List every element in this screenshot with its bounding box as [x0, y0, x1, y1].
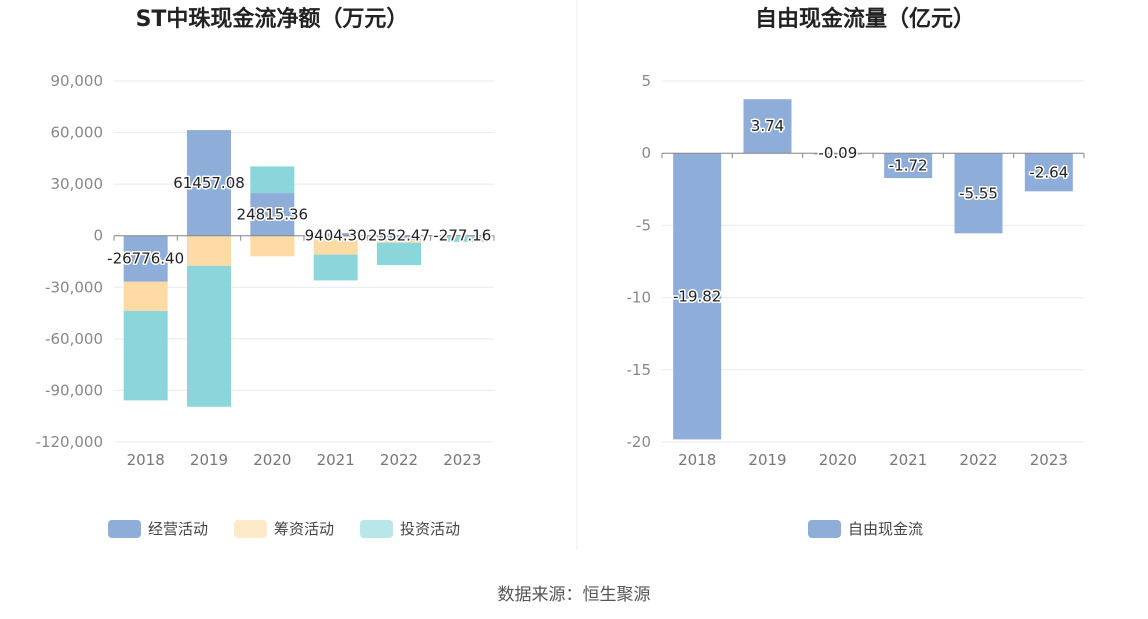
- data-source: 数据来源：恒生聚源: [497, 585, 651, 605]
- chart1-legend-swatch-3: [360, 520, 393, 538]
- chart2-x-tick-label: 2022: [959, 451, 997, 469]
- chart2-y-tick-label: 0: [641, 144, 651, 162]
- chart1-bar-1-2020: [250, 193, 295, 236]
- chart1-y-tick-label: -30,000: [45, 278, 103, 296]
- chart1-data-label: 9404.30: [305, 227, 367, 245]
- chart2-y-tick-label: -5: [636, 216, 651, 234]
- chart2-bar-2018: [673, 153, 722, 440]
- chart2-x-tick-label: 2023: [1030, 451, 1068, 469]
- chart1-bar-3-2018: [123, 310, 168, 401]
- chart2-data-label: 3.74: [751, 117, 784, 135]
- chart1-bar-2-2018: [123, 281, 168, 311]
- chart2-x-tick-label: 2021: [889, 451, 927, 469]
- chart1-data-label: -26776.40: [107, 250, 184, 268]
- chart2-bar-2021: [884, 153, 933, 179]
- chart1-bar-3-2019: [187, 265, 231, 407]
- chart1-y-tick-label: 90,000: [51, 72, 104, 90]
- chart1-bar-2-2023: [440, 236, 485, 237]
- chart2-bar-2022: [954, 153, 1003, 234]
- chart2-x-tick-label: 2019: [748, 451, 786, 469]
- chart1-x-tick-label: 2020: [253, 451, 291, 469]
- chart2-bar-2020: [813, 153, 862, 155]
- chart2-bar-2023: [1024, 153, 1073, 192]
- chart2-data-label: -0.09: [818, 144, 857, 162]
- chart1-bar-3-2021: [313, 254, 358, 281]
- chart2-data-label: -1.72: [889, 157, 928, 175]
- chart1-bar-1-2022: [377, 235, 421, 241]
- chart1-x-tick-label: 2019: [190, 451, 228, 469]
- chart1-bar-3-2022: [377, 242, 421, 266]
- chart2-legend-swatch-1: [808, 520, 841, 538]
- chart1-bar-2-2020: [250, 235, 295, 257]
- chart2-data-label: -19.82: [673, 287, 721, 305]
- chart1-data-label: 24815.36: [237, 205, 309, 223]
- chart1-bar-1-2018: [123, 235, 168, 282]
- chart1-y-tick-label: 0: [93, 227, 103, 245]
- chart2-x-tick-label: 2020: [819, 451, 857, 469]
- chart1-legend-swatch-1: [108, 520, 141, 538]
- chart1-bar-3-2023: [440, 236, 485, 242]
- chart1-x-tick-label: 2023: [443, 451, 481, 469]
- chart1-data-label: -277.16: [433, 227, 491, 245]
- chart1-title: ST中珠现金流净额（万元）: [136, 6, 409, 32]
- chart1-x-tick-label: 2018: [127, 451, 165, 469]
- chart2-y-tick-label: 5: [641, 72, 651, 90]
- chart1-y-tick-label: 30,000: [51, 175, 104, 193]
- chart2-y-tick-label: -10: [627, 289, 652, 307]
- chart1-legend-swatch-2: [234, 520, 267, 538]
- chart1-bar-1-2019: [187, 130, 231, 236]
- chart1-y-tick-label: -90,000: [45, 381, 103, 399]
- chart2-data-label: -5.55: [959, 184, 998, 202]
- chart1-y-tick-label: 60,000: [51, 124, 104, 142]
- chart1-bar-2-2022: [377, 240, 421, 243]
- chart2-y-tick-label: -20: [627, 433, 652, 451]
- chart1-y-tick-label: -120,000: [36, 433, 103, 451]
- chart1-legend-label-1: 经营活动: [148, 520, 208, 538]
- chart2-legend-label-1: 自由现金流: [848, 520, 923, 538]
- chart2-title: 自由现金流量（亿元）: [755, 6, 975, 32]
- chart2-data-label: -2.64: [1029, 163, 1068, 181]
- chart1-data-label: 2552.47: [368, 227, 430, 245]
- chart1-bar-2-2021: [313, 235, 358, 255]
- chart2-bar-2019: [743, 99, 792, 154]
- chart1-y-tick-label: -60,000: [45, 330, 103, 348]
- chart1-bar-2-2019: [187, 235, 231, 266]
- chart1-bar-3-2020: [250, 166, 295, 194]
- chart1-x-tick-label: 2022: [380, 451, 418, 469]
- chart1-legend-label-3: 投资活动: [400, 520, 460, 538]
- chart1-legend-label-2: 筹资活动: [274, 520, 334, 538]
- chart2-y-tick-label: -15: [627, 361, 652, 379]
- chart1-data-label: 61457.08: [173, 174, 245, 192]
- chart1-x-tick-label: 2021: [317, 451, 355, 469]
- chart1-bar-1-2021: [313, 233, 358, 236]
- chart2-x-tick-label: 2018: [678, 451, 716, 469]
